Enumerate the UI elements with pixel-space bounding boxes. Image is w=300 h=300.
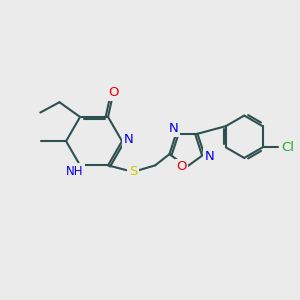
Text: N: N [169,122,178,135]
Text: N: N [205,150,214,163]
Text: O: O [108,86,119,99]
Text: N: N [124,133,134,146]
Text: Cl: Cl [281,141,294,154]
Text: NH: NH [66,165,83,178]
Text: S: S [129,165,137,178]
Text: O: O [176,160,187,173]
